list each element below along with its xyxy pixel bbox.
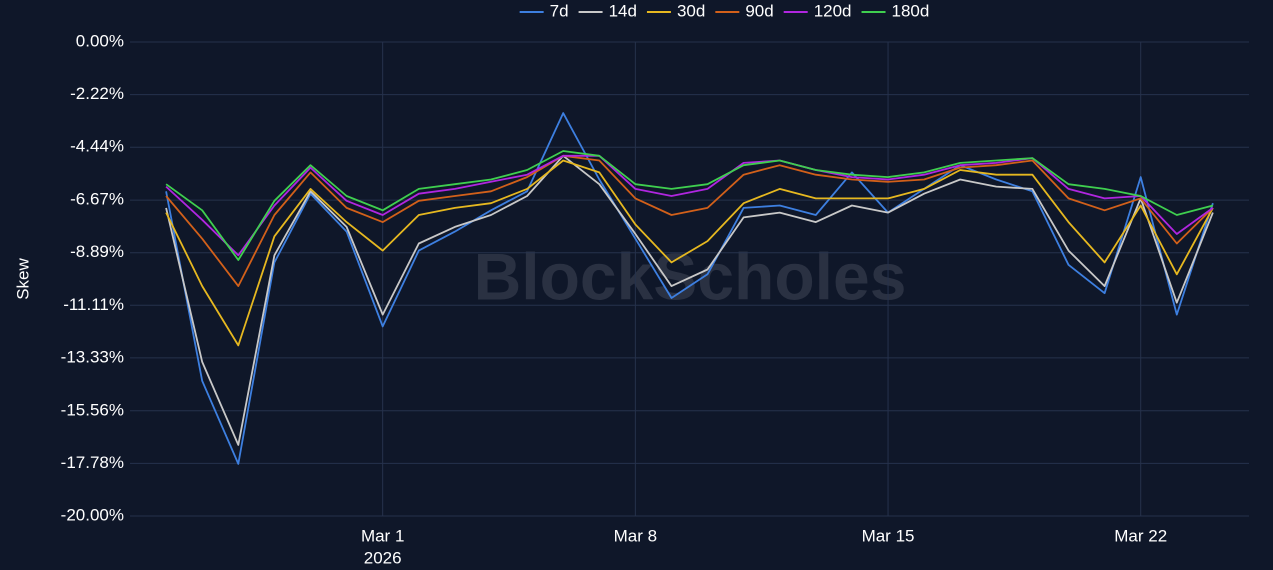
- y-tick-label: -4.44%: [70, 137, 124, 156]
- x-tick-label: Mar 8: [614, 526, 657, 545]
- series-line: [165, 154, 1214, 446]
- legend-label: 7d: [550, 1, 569, 20]
- series-line: [165, 112, 1214, 465]
- series-line: [165, 150, 1214, 261]
- legend-label: 14d: [609, 1, 637, 20]
- y-tick-label: -8.89%: [70, 242, 124, 261]
- y-tick-label: -17.78%: [61, 453, 124, 472]
- x-tick-sublabel: 2026: [364, 548, 402, 565]
- series-line: [165, 154, 1214, 287]
- x-tick-label: Mar 15: [862, 526, 915, 545]
- legend-label: 180d: [892, 1, 930, 20]
- y-tick-label: -20.00%: [61, 505, 124, 524]
- y-tick-label: -6.67%: [70, 190, 124, 209]
- x-tick-label: Mar 1: [361, 526, 404, 545]
- y-tick-label: -2.22%: [70, 84, 124, 103]
- legend-label: 30d: [677, 1, 705, 20]
- y-axis-label: Skew: [13, 257, 32, 299]
- legend-label: 90d: [745, 1, 773, 20]
- series-line: [165, 159, 1214, 347]
- x-tick-label: Mar 22: [1114, 526, 1167, 545]
- y-tick-label: 0.00%: [76, 31, 124, 50]
- y-tick-label: -15.56%: [61, 400, 124, 419]
- legend-label: 120d: [814, 1, 852, 20]
- y-tick-label: -11.11%: [63, 295, 124, 314]
- legend: 7d 14d 30d 90d 120d 180d: [519, 1, 930, 20]
- y-tick-label: -13.33%: [61, 347, 124, 366]
